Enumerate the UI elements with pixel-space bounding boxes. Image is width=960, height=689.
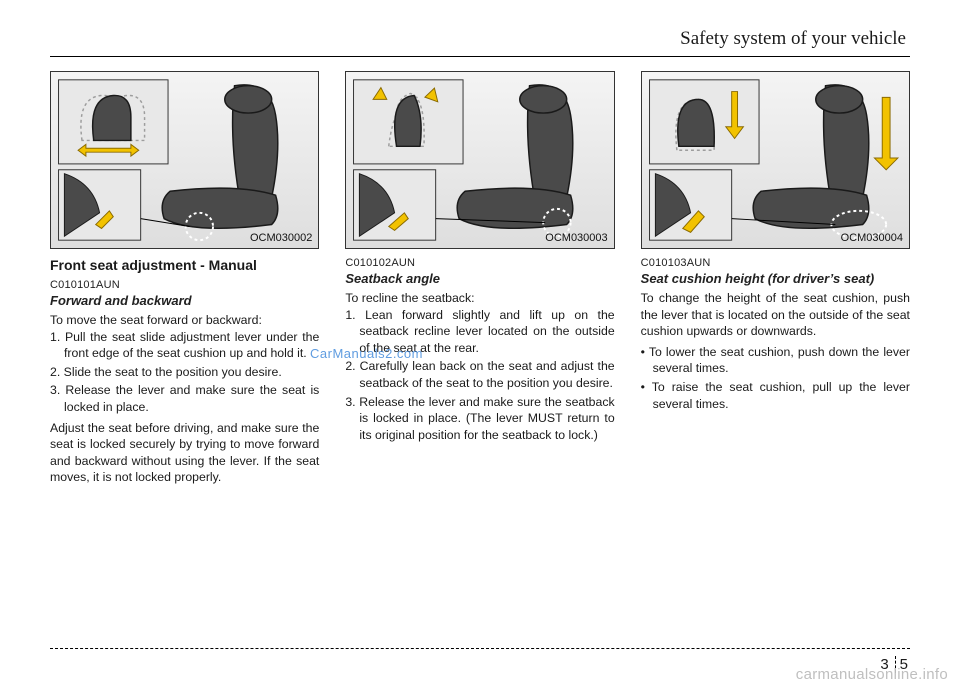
- list-item: 3. Release the lever and make sure the s…: [345, 394, 614, 444]
- list-item: 1. Pull the seat slide adjustment lever …: [50, 329, 319, 362]
- col3-intro: To change the height of the seat cushion…: [641, 290, 910, 340]
- figure-seat-height: OCM030004: [641, 71, 910, 249]
- col1-intro: To move the seat forward or backward:: [50, 312, 319, 329]
- list-item: • To raise the seat cushion, pull up the…: [641, 379, 910, 412]
- column-2: OCM030003 C010102AUN Seatback angle To r…: [345, 71, 614, 486]
- list-item: 3. Release the lever and make sure the s…: [50, 382, 319, 415]
- col1-subheading: Forward and backward: [50, 293, 319, 308]
- col1-heading: Front seat adjustment - Manual: [50, 257, 319, 273]
- header-rule: [50, 56, 910, 57]
- col1-steps: 1. Pull the seat slide adjustment lever …: [50, 329, 319, 416]
- col3-subheading: Seat cushion height (for driver’s seat): [641, 271, 910, 286]
- col2-subheading: Seatback angle: [345, 271, 614, 286]
- list-item: 1. Lean forward slightly and lift up on …: [345, 307, 614, 357]
- column-1: OCM030002 Front seat adjustment - Manual…: [50, 71, 319, 486]
- col3-bullets: • To lower the seat cushion, push down t…: [641, 344, 910, 412]
- column-3: OCM030004 C010103AUN Seat cushion height…: [641, 71, 910, 486]
- col2-partcode: C010102AUN: [345, 257, 614, 269]
- section-title: Safety system of your vehicle: [50, 20, 910, 56]
- figure-seatback-angle: OCM030003: [345, 71, 614, 249]
- list-item: 2. Carefully lean back on the seat and a…: [345, 358, 614, 391]
- seat-height-icon: [642, 72, 909, 248]
- col2-intro: To recline the seatback:: [345, 290, 614, 307]
- page: Safety system of your vehicle: [0, 0, 960, 689]
- bottom-rule: [50, 648, 910, 649]
- figure-code: OCM030002: [250, 232, 312, 244]
- site-watermark: carmanualsonline.info: [796, 666, 948, 683]
- col3-partcode: C010103AUN: [641, 257, 910, 269]
- figure-code: OCM030003: [545, 232, 607, 244]
- col2-steps: 1. Lean forward slightly and lift up on …: [345, 307, 614, 444]
- col1-note: Adjust the seat before driving, and make…: [50, 420, 319, 486]
- figure-seat-slide: OCM030002: [50, 71, 319, 249]
- seatback-angle-icon: [346, 72, 613, 248]
- col1-partcode: C010101AUN: [50, 279, 319, 291]
- columns: OCM030002 Front seat adjustment - Manual…: [50, 71, 910, 486]
- seat-slide-icon: [51, 72, 318, 248]
- list-item: • To lower the seat cushion, push down t…: [641, 344, 910, 377]
- list-item: 2. Slide the seat to the position you de…: [50, 364, 319, 381]
- figure-code: OCM030004: [841, 232, 903, 244]
